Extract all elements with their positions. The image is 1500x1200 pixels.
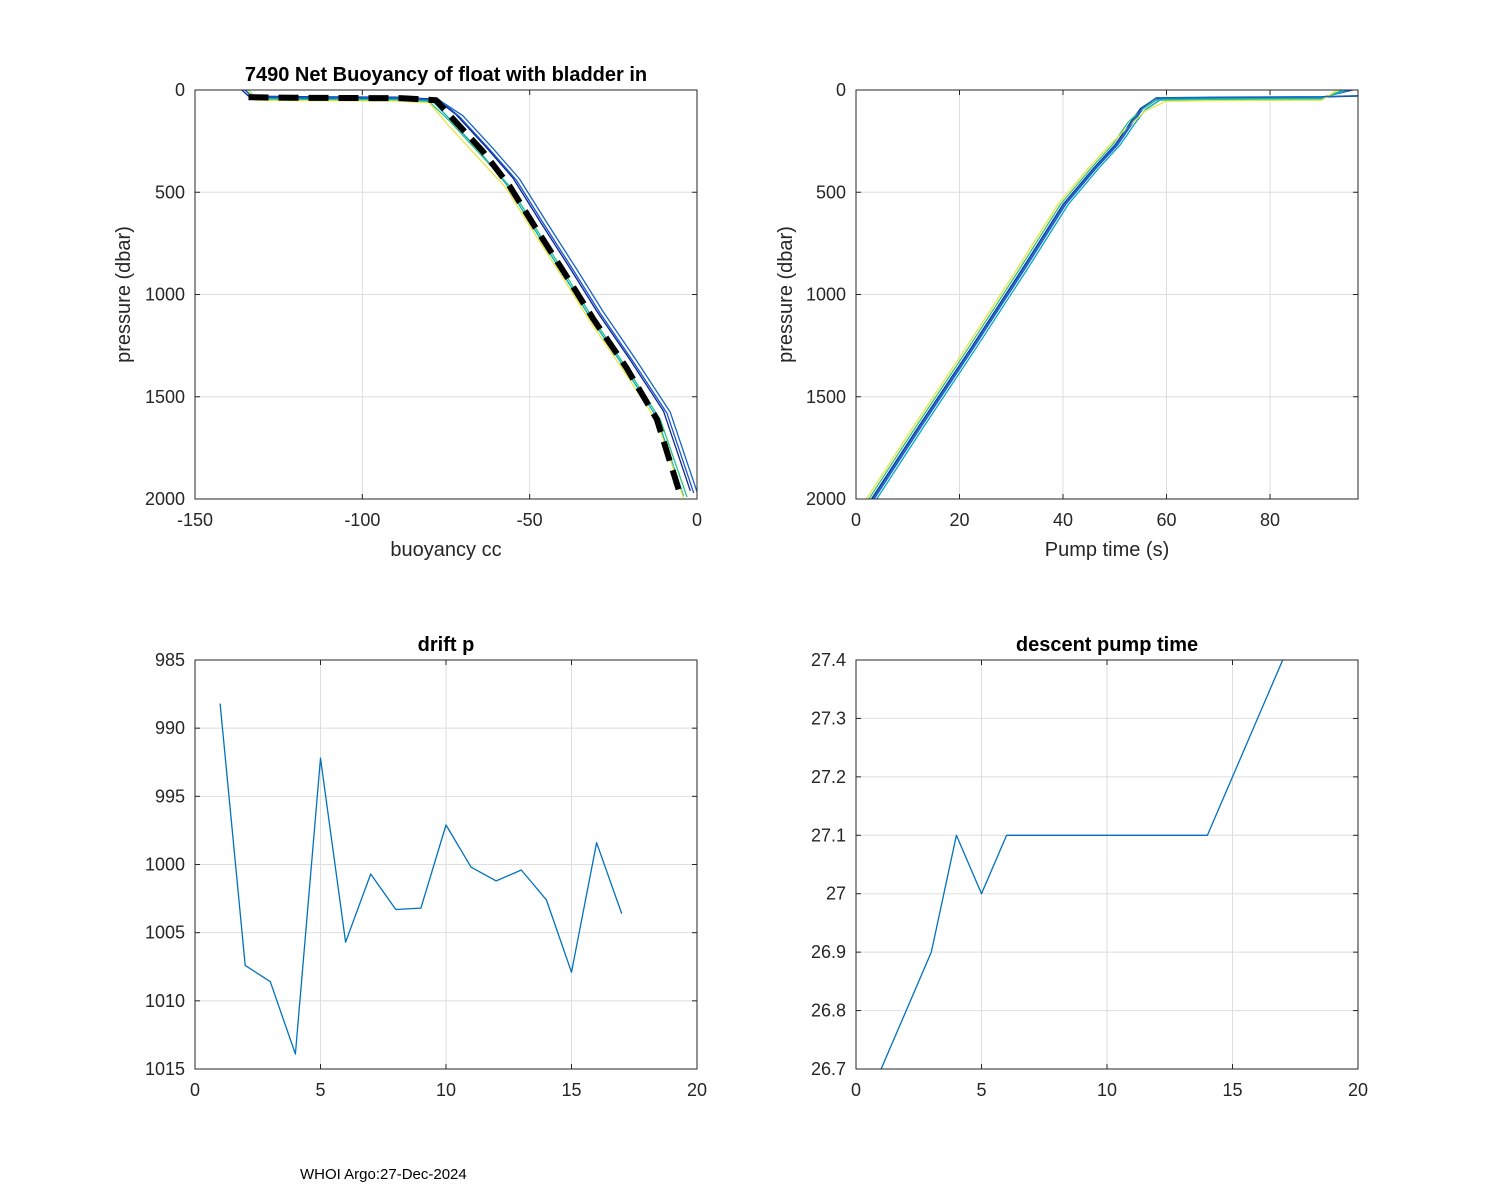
- chart-title: 7490 Net Buoyancy of float with bladder …: [245, 64, 647, 86]
- y-tick-label: 985: [155, 650, 185, 670]
- buoyancy-plot: -150 -100 -50 0 0 500 1000 1500 2000 7490 Net Buo…: [113, 64, 702, 561]
- y-tick-label: 995: [155, 786, 185, 806]
- y-axis-label: pressure (dbar): [113, 226, 135, 363]
- chart-title: drift p: [418, 634, 475, 656]
- y-tick-label: 27: [826, 884, 846, 904]
- y-tick-label: 1005: [145, 923, 185, 943]
- x-tick-label: 5: [315, 1080, 325, 1100]
- x-tick-label: -50: [517, 510, 543, 530]
- x-tick-label: 10: [1097, 1080, 1117, 1100]
- y-tick-label: 27.1: [811, 825, 846, 845]
- series-group: [880, 660, 1284, 1069]
- series-line-drift-p: [219, 703, 623, 1055]
- chart-title: descent pump time: [1016, 634, 1198, 656]
- y-tick-label: 990: [155, 718, 185, 738]
- series-line-profile-e: [865, 90, 1338, 499]
- y-tick-label: 1000: [145, 855, 185, 875]
- pump-time-plot: 0 20 40 60 80 0 500 1000 1500 2000 Pump time (s) pr…: [775, 80, 1359, 561]
- y-tick-label: 2000: [145, 489, 185, 509]
- y-tick-label: 27.2: [811, 767, 846, 787]
- x-tick-label: 20: [687, 1080, 707, 1100]
- x-tick-label: -150: [177, 510, 213, 530]
- x-tick-label: 80: [1260, 510, 1280, 530]
- footer-stamp: WHOI Argo:27-Dec-2024: [300, 1166, 467, 1183]
- x-tick-label: 20: [949, 510, 969, 530]
- y-tick-label: 27.3: [811, 708, 846, 728]
- series-line-profile-d: [868, 90, 1343, 499]
- y-tick-label: 26.9: [811, 942, 846, 962]
- x-tick-label: -100: [344, 510, 380, 530]
- x-tick-label: 15: [1222, 1080, 1242, 1100]
- x-tick-label: 60: [1156, 510, 1176, 530]
- series-group: [241, 90, 697, 499]
- descent-pump-time-plot: 0 5 10 15 20 26.7 26.8 26.9 27 27.1 27.2 27.3 27.4 de…: [811, 634, 1368, 1100]
- x-axis-label: buoyancy cc: [390, 539, 501, 561]
- y-tick-label: 1010: [145, 991, 185, 1011]
- x-tick-label: 5: [976, 1080, 986, 1100]
- y-axis-label: pressure (dbar): [775, 226, 797, 363]
- y-tick-label: 1500: [806, 387, 846, 407]
- series-group: [219, 703, 623, 1055]
- x-tick-label: 0: [851, 510, 861, 530]
- y-tick-label: 1000: [145, 285, 185, 305]
- y-tick-label: 26.8: [811, 1001, 846, 1021]
- series-line-reference: [248, 94, 684, 496]
- x-tick-label: 40: [1053, 510, 1073, 530]
- series-line-profile-c: [876, 90, 1348, 499]
- y-tick-label: 1015: [145, 1059, 185, 1079]
- x-tick-label: 10: [436, 1080, 456, 1100]
- y-tick-label: 26.7: [811, 1059, 846, 1079]
- series-group: [865, 90, 1358, 499]
- y-tick-label: 27.4: [811, 650, 846, 670]
- x-tick-label: 0: [190, 1080, 200, 1100]
- y-tick-label: 0: [836, 80, 846, 100]
- y-tick-label: 500: [816, 182, 846, 202]
- x-tick-label: 20: [1348, 1080, 1368, 1100]
- x-tick-label: 0: [851, 1080, 861, 1100]
- y-tick-label: 1500: [145, 387, 185, 407]
- series-line-profile-f: [872, 95, 1358, 499]
- x-tick-label: 0: [692, 510, 702, 530]
- y-tick-label: 1000: [806, 285, 846, 305]
- y-tick-label: 2000: [806, 489, 846, 509]
- y-tick-label: 0: [175, 80, 185, 100]
- series-line-descent-pump-time: [880, 660, 1284, 1069]
- x-axis-label: Pump time (s): [1045, 539, 1169, 561]
- y-tick-label: 500: [155, 182, 185, 202]
- x-tick-label: 15: [561, 1080, 581, 1100]
